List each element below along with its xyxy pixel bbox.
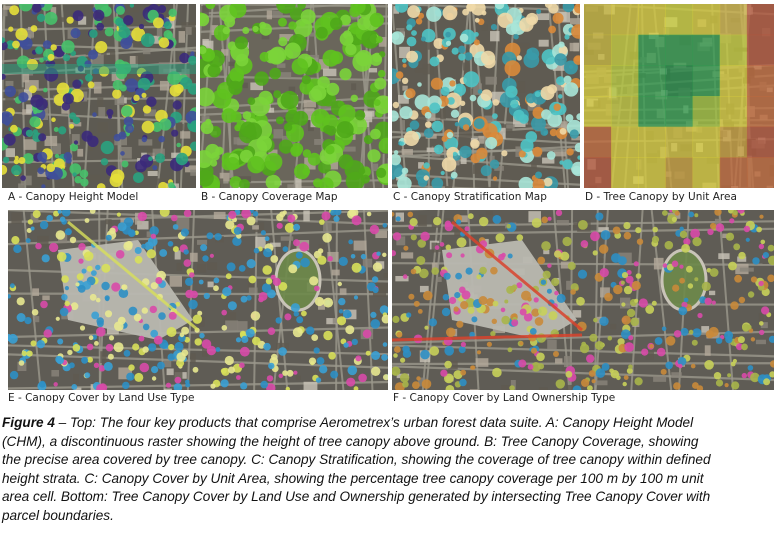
panel-canopy-stratification-map	[392, 4, 580, 188]
caption-line: height strata. C: Canopy Cover by Unit A…	[2, 470, 704, 486]
canopy-stratification-map-image	[392, 4, 580, 188]
caption-line: parcel boundaries.	[2, 507, 114, 523]
caption-line: Figure 4 – Top: The four key products th…	[2, 414, 780, 433]
caption-line-text: – Top: The four key products that compri…	[54, 415, 694, 430]
canopy-cover-land-use-image	[8, 210, 388, 390]
caption-figure-ref: Figure 4	[2, 415, 55, 430]
canopy-cover-land-ownership-image	[392, 210, 774, 390]
panel-label-f: F - Canopy Cover by Land Ownership Type	[393, 392, 616, 404]
panel-label-b: B - Canopy Coverage Map	[201, 191, 338, 203]
canopy-coverage-map-image	[200, 4, 388, 188]
panel-label-d: D - Tree Canopy by Unit Area	[585, 191, 737, 203]
caption-line: area cell. Bottom: Tree Canopy Cover by …	[2, 489, 711, 505]
panel-canopy-height-model	[2, 4, 196, 188]
panel-canopy-cover-land-ownership	[392, 210, 774, 390]
tree-canopy-unit-area-image	[584, 4, 774, 188]
caption-line: the precise area covered by tree canopy.…	[2, 452, 711, 468]
figure-caption: Figure 4 – Top: The four key products th…	[2, 414, 780, 526]
panel-canopy-coverage-map	[200, 4, 388, 188]
canopy-height-model-image	[2, 4, 196, 188]
panel-canopy-cover-land-use	[8, 210, 388, 390]
panel-tree-canopy-unit-area	[584, 4, 774, 188]
panel-label-a: A - Canopy Height Model	[8, 191, 139, 203]
caption-line: (CHM), a discontinuous raster showing th…	[2, 433, 699, 449]
panel-label-e: E - Canopy Cover by Land Use Type	[8, 392, 195, 404]
panel-label-c: C - Canopy Stratification Map	[393, 191, 547, 203]
